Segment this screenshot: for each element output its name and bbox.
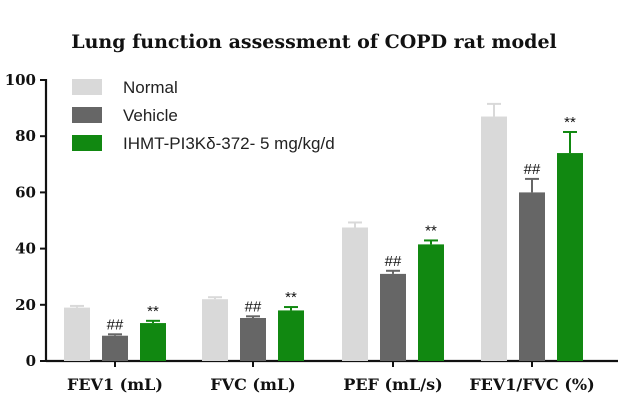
significance-marker: ## bbox=[107, 316, 124, 333]
bar bbox=[481, 116, 507, 361]
x-tick-label: FEV1/FVC (%) bbox=[469, 375, 594, 394]
bar bbox=[278, 310, 304, 361]
axes: 0 20 40 60 80 100 FEV1 (mL) FVC (mL) PEF (mL/s) F… bbox=[5, 71, 618, 394]
bar bbox=[240, 318, 266, 361]
legend-label: IHMT-PI3Kδ-372- 5 mg/kg/d bbox=[123, 134, 335, 153]
legend: Normal Vehicle IHMT-PI3Kδ-372- 5 mg/kg/d bbox=[72, 78, 335, 153]
significance-marker: ** bbox=[285, 289, 297, 306]
x-tick-label: FEV1 (mL) bbox=[67, 375, 163, 394]
x-tick-label: FVC (mL) bbox=[210, 375, 295, 394]
significance-marker: ** bbox=[425, 222, 437, 239]
significance-marker: ## bbox=[245, 298, 262, 315]
legend-label: Normal bbox=[123, 78, 178, 97]
y-tick-label: 60 bbox=[15, 183, 36, 201]
bar bbox=[380, 273, 406, 361]
y-tick-label: 0 bbox=[26, 352, 36, 370]
bar bbox=[557, 153, 583, 361]
legend-swatch bbox=[72, 135, 102, 151]
y-tick-label: 100 bbox=[5, 71, 36, 89]
bar bbox=[519, 192, 545, 361]
bar bbox=[102, 335, 128, 361]
bar bbox=[202, 299, 228, 361]
y-tick-label: 80 bbox=[15, 127, 36, 145]
legend-label: Vehicle bbox=[123, 106, 178, 125]
x-tick-label: PEF (mL/s) bbox=[343, 375, 442, 394]
legend-swatch bbox=[72, 107, 102, 123]
significance-marker: ** bbox=[147, 303, 159, 320]
significance-marker: ** bbox=[564, 114, 576, 131]
chart-title: Lung function assessment of COPD rat mod… bbox=[71, 31, 557, 53]
significance-marker: ## bbox=[524, 161, 541, 178]
significance-marker: ## bbox=[385, 253, 402, 270]
bar bbox=[64, 307, 90, 361]
y-tick-label: 40 bbox=[15, 240, 36, 258]
y-tick-label: 20 bbox=[15, 296, 36, 314]
legend-swatch bbox=[72, 79, 102, 95]
bar bbox=[140, 323, 166, 361]
bars: ## ** ## ** ## ** ## ** bbox=[64, 102, 583, 361]
bar bbox=[418, 244, 444, 361]
bar bbox=[342, 227, 368, 361]
